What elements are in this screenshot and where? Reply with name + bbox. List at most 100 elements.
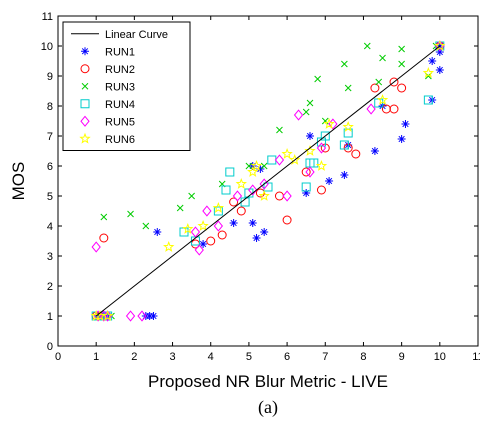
- legend-marker-run6: [79, 132, 91, 144]
- data-point-run3: [260, 162, 268, 170]
- data-point-run2: [397, 83, 407, 93]
- data-point-run4: [423, 95, 433, 105]
- data-point-run6: [376, 94, 389, 105]
- data-point-run1: [302, 189, 311, 197]
- data-point-run1: [325, 177, 334, 185]
- y-tick-label: 5: [47, 191, 53, 203]
- x-tick-label: 5: [246, 351, 252, 363]
- x-tick-label: 1: [93, 351, 99, 363]
- data-point-run5: [125, 310, 136, 322]
- series-run6: [90, 40, 446, 321]
- data-point-run6: [315, 160, 328, 171]
- data-point-run5: [248, 184, 258, 196]
- x-tick-label: 7: [322, 351, 328, 363]
- data-point-run2: [236, 206, 246, 216]
- y-tick-label: 1: [47, 311, 53, 323]
- data-point-run5: [305, 166, 315, 178]
- y-tick-label: 7: [47, 131, 53, 143]
- data-point-run1: [248, 162, 257, 170]
- x-tick-label: 3: [169, 351, 175, 363]
- data-point-run1: [153, 228, 162, 236]
- data-point-run4: [263, 182, 273, 192]
- data-point-run6: [281, 148, 293, 159]
- data-point-run5: [282, 190, 292, 202]
- data-point-run1: [229, 219, 238, 227]
- x-tick-label: 9: [399, 351, 405, 363]
- x-tick-label: 2: [131, 351, 137, 363]
- data-point-run6: [247, 166, 259, 177]
- data-point-run6: [422, 67, 435, 78]
- legend-box: [62, 21, 191, 151]
- data-point-run6: [250, 160, 263, 171]
- x-tick-label: 8: [360, 351, 366, 363]
- data-point-run4: [320, 131, 330, 141]
- data-point-run1: [401, 120, 410, 128]
- data-point-run6: [163, 241, 175, 252]
- data-point-run6: [304, 145, 316, 156]
- data-point-run1: [248, 219, 257, 227]
- data-point-run4: [213, 206, 223, 216]
- data-point-run4: [221, 185, 231, 195]
- legend-marker-run4: [80, 99, 90, 109]
- data-point-run6: [289, 154, 301, 165]
- data-point-run1: [306, 132, 314, 140]
- data-point-run5: [91, 241, 101, 253]
- data-point-run3: [100, 213, 108, 221]
- axes-box: [57, 15, 479, 347]
- y-tick-label: 3: [47, 251, 53, 263]
- data-point-run1: [428, 57, 437, 65]
- y-tick-label: 10: [41, 41, 53, 53]
- data-point-run6: [235, 178, 247, 189]
- y-axis-label: MOS: [9, 162, 28, 201]
- data-point-run5: [194, 244, 204, 256]
- legend-marker-run5: [80, 115, 90, 127]
- data-point-run3: [341, 60, 348, 68]
- data-point-run6: [197, 220, 209, 231]
- linear-curve-line: [95, 45, 441, 317]
- legend-label: RUN4: [105, 99, 135, 111]
- data-point-run1: [252, 234, 261, 242]
- data-point-run4: [339, 140, 349, 150]
- data-point-run2: [370, 83, 380, 93]
- data-point-run3: [398, 60, 405, 68]
- data-point-run3: [127, 210, 134, 218]
- data-point-run5: [190, 226, 201, 238]
- data-point-run4: [309, 158, 319, 168]
- data-point-run4: [225, 167, 235, 177]
- legend-label: RUN1: [105, 46, 135, 58]
- data-point-run6: [101, 310, 114, 321]
- data-point-run1: [260, 228, 269, 236]
- data-point-run2: [389, 77, 399, 87]
- data-point-run2: [389, 104, 399, 114]
- data-point-run3: [142, 222, 150, 230]
- legend-label: Linear Curve: [105, 29, 168, 41]
- data-point-run5: [202, 205, 212, 217]
- y-tick-label: 6: [47, 161, 53, 173]
- data-point-run3: [321, 117, 329, 125]
- data-point-run1: [435, 66, 444, 74]
- data-point-run5: [316, 142, 327, 154]
- data-point-run6: [212, 202, 225, 213]
- data-point-run6: [90, 310, 102, 321]
- legend: Linear Curve RUN1 RUN2 RUN3 RUN4 RUN5 RUN6: [62, 21, 191, 151]
- data-point-run3: [245, 162, 253, 170]
- data-point-run2: [351, 149, 361, 159]
- legend-marker-run3: [81, 82, 89, 90]
- data-point-run6: [323, 118, 335, 129]
- legend-label: RUN6: [105, 134, 135, 146]
- y-tick-label: 9: [47, 71, 53, 83]
- data-point-run6: [182, 223, 194, 234]
- axes: 0 1 2 3 4 5 6 7 8 9 10 11 0 1 2 3 4 5 6 7 8 9 10 11: [41, 11, 480, 363]
- data-point-run1: [397, 135, 406, 143]
- data-point-run3: [188, 192, 195, 200]
- y-tick-label: 0: [47, 341, 53, 353]
- data-point-run1: [256, 165, 265, 173]
- data-point-run2: [301, 167, 311, 177]
- data-point-run2: [99, 233, 109, 243]
- data-point-run5: [366, 103, 376, 115]
- data-point-run1: [199, 240, 208, 248]
- figure-caption: (a): [258, 397, 278, 418]
- data-point-run5: [137, 310, 147, 322]
- data-point-run5: [274, 154, 285, 166]
